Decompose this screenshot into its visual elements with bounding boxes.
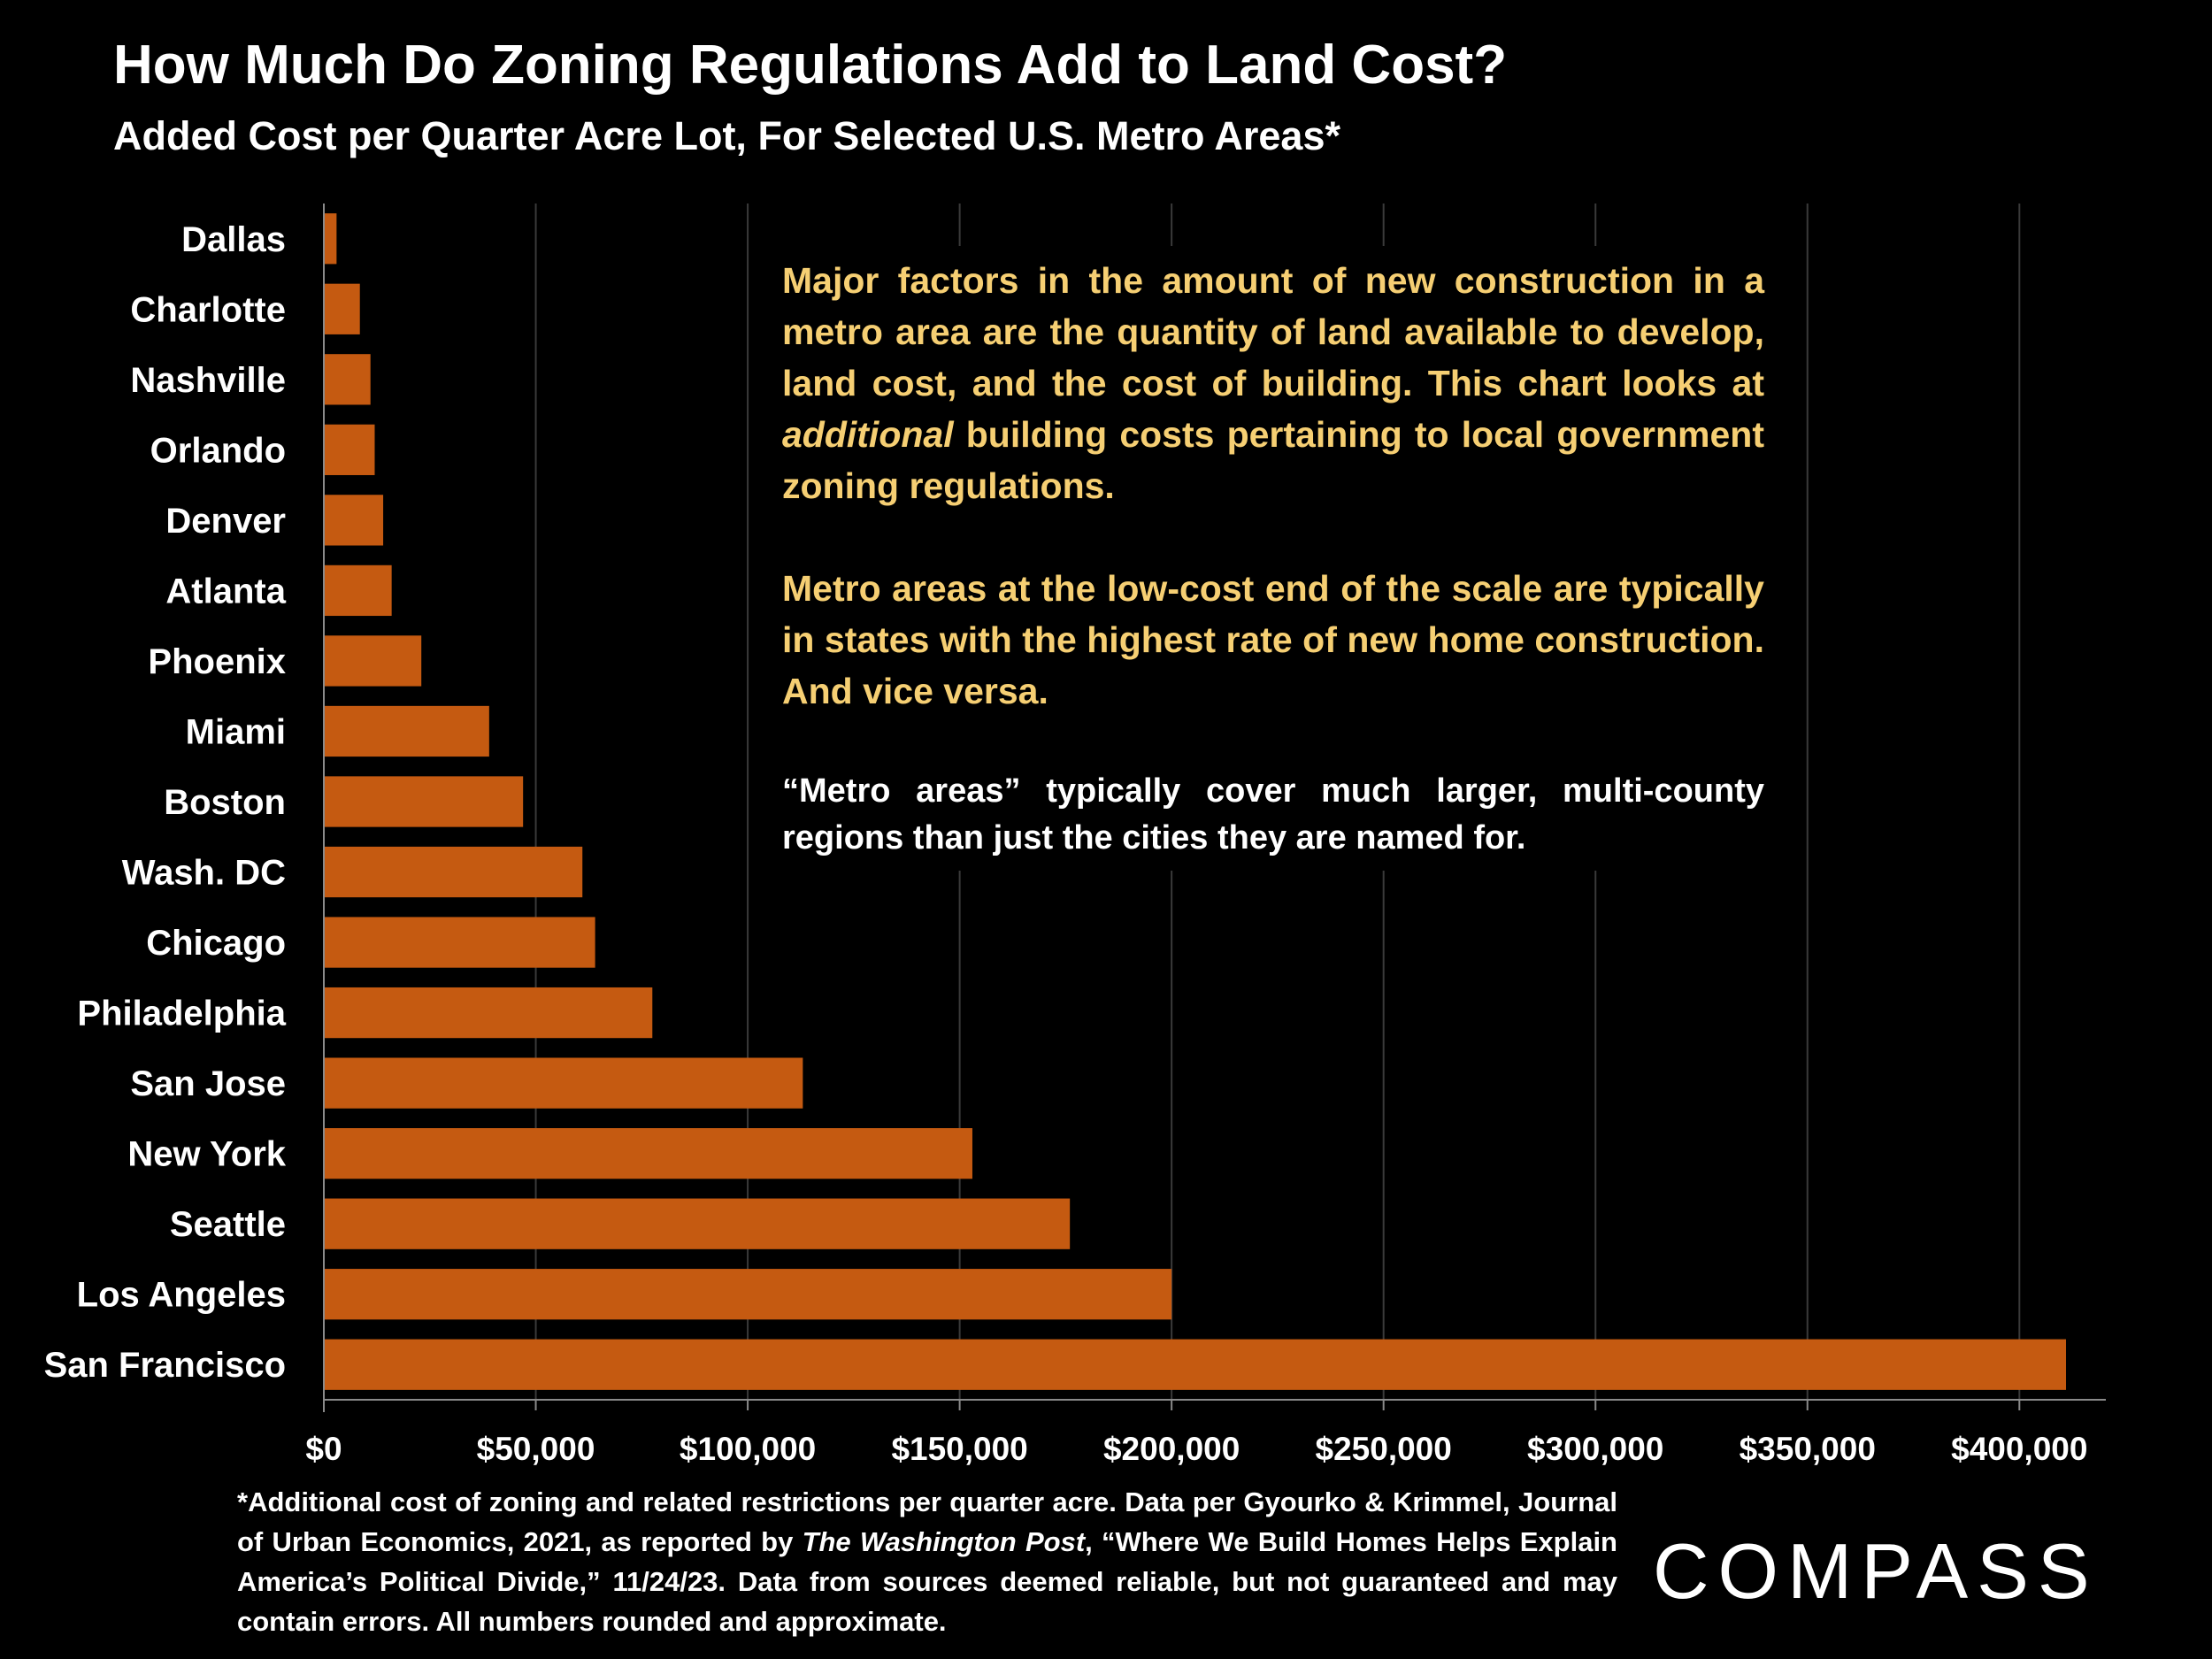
bar [324, 1339, 2066, 1390]
bar [324, 213, 337, 265]
category-label: Boston [164, 783, 286, 822]
category-label: Chicago [146, 924, 286, 963]
category-label: San Jose [130, 1064, 286, 1103]
bar [324, 1128, 972, 1179]
chart-subtitle: Added Cost per Quarter Acre Lot, For Sel… [113, 113, 1340, 158]
category-label: Nashville [130, 361, 286, 400]
category-label: Miami [186, 712, 286, 751]
annotation-p1-text-b: building costs pertaining to local gover… [782, 414, 1764, 506]
bar [324, 565, 392, 617]
bar [324, 424, 375, 475]
annotation-p1-text-a: Major factors in the amount of new const… [782, 260, 1764, 403]
bar [324, 495, 384, 546]
bar [324, 776, 524, 827]
x-tick-label: $0 [305, 1431, 342, 1467]
category-label: Los Angeles [77, 1276, 286, 1315]
compass-logo: COMPASS [1653, 1527, 2099, 1615]
bar [324, 635, 422, 687]
x-tick-label: $50,000 [477, 1431, 595, 1467]
bar [324, 1057, 803, 1109]
chart-title: How Much Do Zoning Regulations Add to La… [113, 35, 1508, 96]
x-tick-label: $250,000 [1316, 1431, 1452, 1467]
bar [324, 1269, 1172, 1320]
footnote-italic: The Washington Post [802, 1526, 1086, 1557]
category-label: Charlotte [130, 290, 286, 329]
x-tick-label: $350,000 [1740, 1431, 1876, 1467]
category-label: Denver [165, 502, 286, 541]
category-label: Atlanta [165, 572, 286, 611]
category-label: San Francisco [44, 1346, 286, 1385]
annotation-paragraph-2: Metro areas at the low-cost end of the s… [782, 568, 1764, 711]
x-tick-label: $150,000 [891, 1431, 1027, 1467]
footnote-text-a: *Additional cost of zoning and related r… [237, 1486, 1617, 1557]
bar [324, 705, 489, 757]
category-label: Dallas [181, 220, 286, 259]
annotation-paragraph-3: “Metro areas” typically cover much large… [782, 772, 1764, 856]
bar [324, 283, 360, 334]
x-tick-label: $200,000 [1103, 1431, 1240, 1467]
x-tick-label: $400,000 [1951, 1431, 2087, 1467]
bar [324, 917, 595, 968]
category-label: New York [127, 1135, 286, 1174]
x-tick-label: $300,000 [1527, 1431, 1663, 1467]
category-label: Philadelphia [77, 995, 286, 1033]
x-tick-label: $100,000 [680, 1431, 816, 1467]
bar [324, 987, 653, 1039]
bar [324, 846, 583, 898]
category-label: Phoenix [148, 642, 286, 681]
annotation-box: Major factors in the amount of new const… [777, 246, 1770, 871]
category-label: Wash. DC [122, 854, 286, 893]
annotation-paragraph-1: Major factors in the amount of new const… [782, 255, 1764, 511]
category-label: Seattle [170, 1205, 286, 1244]
source-footnote: *Additional cost of zoning and related r… [237, 1482, 1617, 1641]
bar [324, 354, 371, 405]
annotation-p1-italic: additional [782, 414, 954, 455]
footnote-text-b: , “Where We Build Homes Helps Explain Am… [237, 1526, 1617, 1637]
category-label: Orlando [150, 431, 286, 470]
bar [324, 1198, 1071, 1249]
